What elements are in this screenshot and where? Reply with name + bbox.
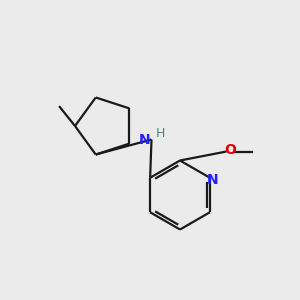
Text: N: N xyxy=(207,173,219,187)
Text: H: H xyxy=(156,127,165,140)
Text: O: O xyxy=(224,143,236,157)
Text: N: N xyxy=(139,133,151,146)
